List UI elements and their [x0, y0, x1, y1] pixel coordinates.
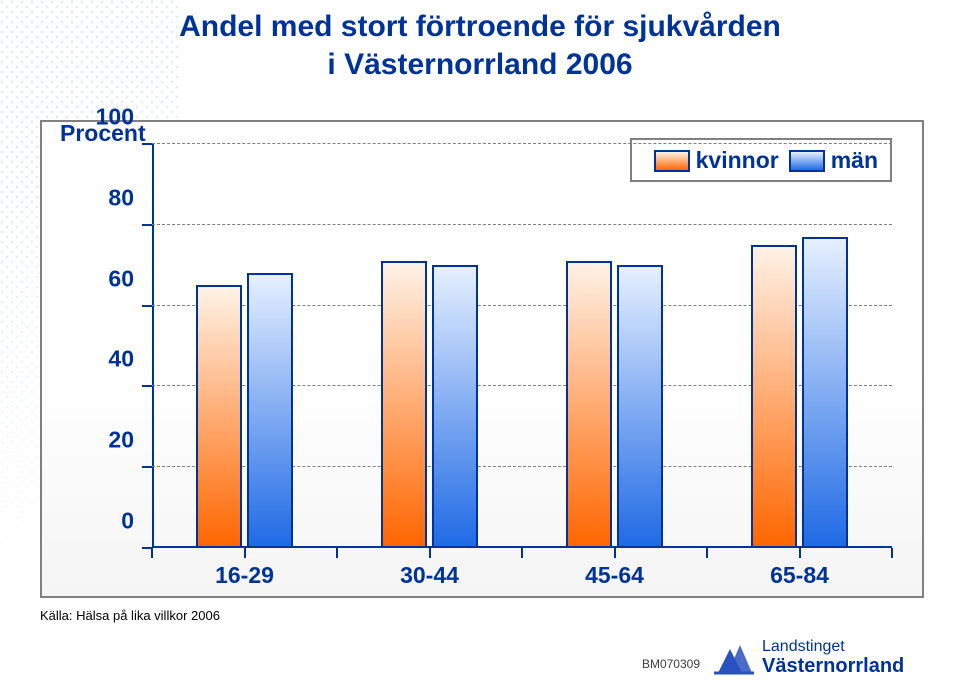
y-tick [142, 224, 152, 226]
legend: kvinnor män [630, 138, 892, 182]
x-tick-label: 65-84 [770, 562, 829, 589]
x-tick-label: 16-29 [215, 562, 274, 589]
title-line-1: Andel med stort förtroende för sjukvårde… [0, 8, 960, 46]
x-tick [891, 548, 893, 558]
legend-label: kvinnor [696, 147, 779, 174]
legend-label: män [831, 147, 878, 174]
y-tick [142, 466, 152, 468]
x-tick [336, 548, 338, 558]
grid-line [152, 224, 892, 225]
source-text: Källa: Hälsa på lika villkor 2006 [40, 608, 220, 623]
page: Andel med stort förtroende för sjukvårde… [0, 0, 960, 693]
y-axis-line [152, 144, 154, 548]
y-tick-label: 0 [121, 508, 134, 535]
bar [802, 237, 848, 548]
bar [566, 261, 612, 548]
y-tick [142, 305, 152, 307]
bar [196, 285, 242, 548]
x-tick [521, 548, 523, 558]
x-tick [614, 548, 616, 558]
bar [432, 265, 478, 548]
x-tick [429, 548, 431, 558]
y-tick-label: 60 [108, 265, 134, 292]
logo: Landstinget Västernorrland [710, 629, 920, 683]
y-tick [142, 143, 152, 145]
x-tick [706, 548, 708, 558]
legend-swatch [789, 150, 825, 172]
x-tick [151, 548, 153, 558]
logo-text: Landstinget Västernorrland [762, 639, 904, 677]
x-tick [244, 548, 246, 558]
x-tick-label: 30-44 [400, 562, 459, 589]
legend-swatch [654, 150, 690, 172]
bar [751, 245, 797, 548]
logo-icon [710, 633, 758, 681]
x-tick [799, 548, 801, 558]
chart-frame: Procent kvinnormän 02040608010016-2930-4… [40, 120, 924, 598]
page-title: Andel med stort förtroende för sjukvårde… [0, 8, 960, 83]
y-tick-label: 80 [108, 184, 134, 211]
title-line-2: i Västernorrland 2006 [0, 46, 960, 84]
x-tick-label: 45-64 [585, 562, 644, 589]
plot-area: Procent kvinnormän 02040608010016-2930-4… [152, 144, 892, 548]
bar [617, 265, 663, 548]
footer-id: BM070309 [642, 657, 700, 671]
logo-line-2: Västernorrland [762, 656, 904, 677]
y-tick [142, 385, 152, 387]
logo-line-1: Landstinget [762, 639, 904, 656]
y-tick-label: 100 [96, 104, 134, 131]
grid-line [152, 143, 892, 144]
y-tick-label: 20 [108, 427, 134, 454]
y-tick-label: 40 [108, 346, 134, 373]
bar [247, 273, 293, 548]
bar [381, 261, 427, 548]
